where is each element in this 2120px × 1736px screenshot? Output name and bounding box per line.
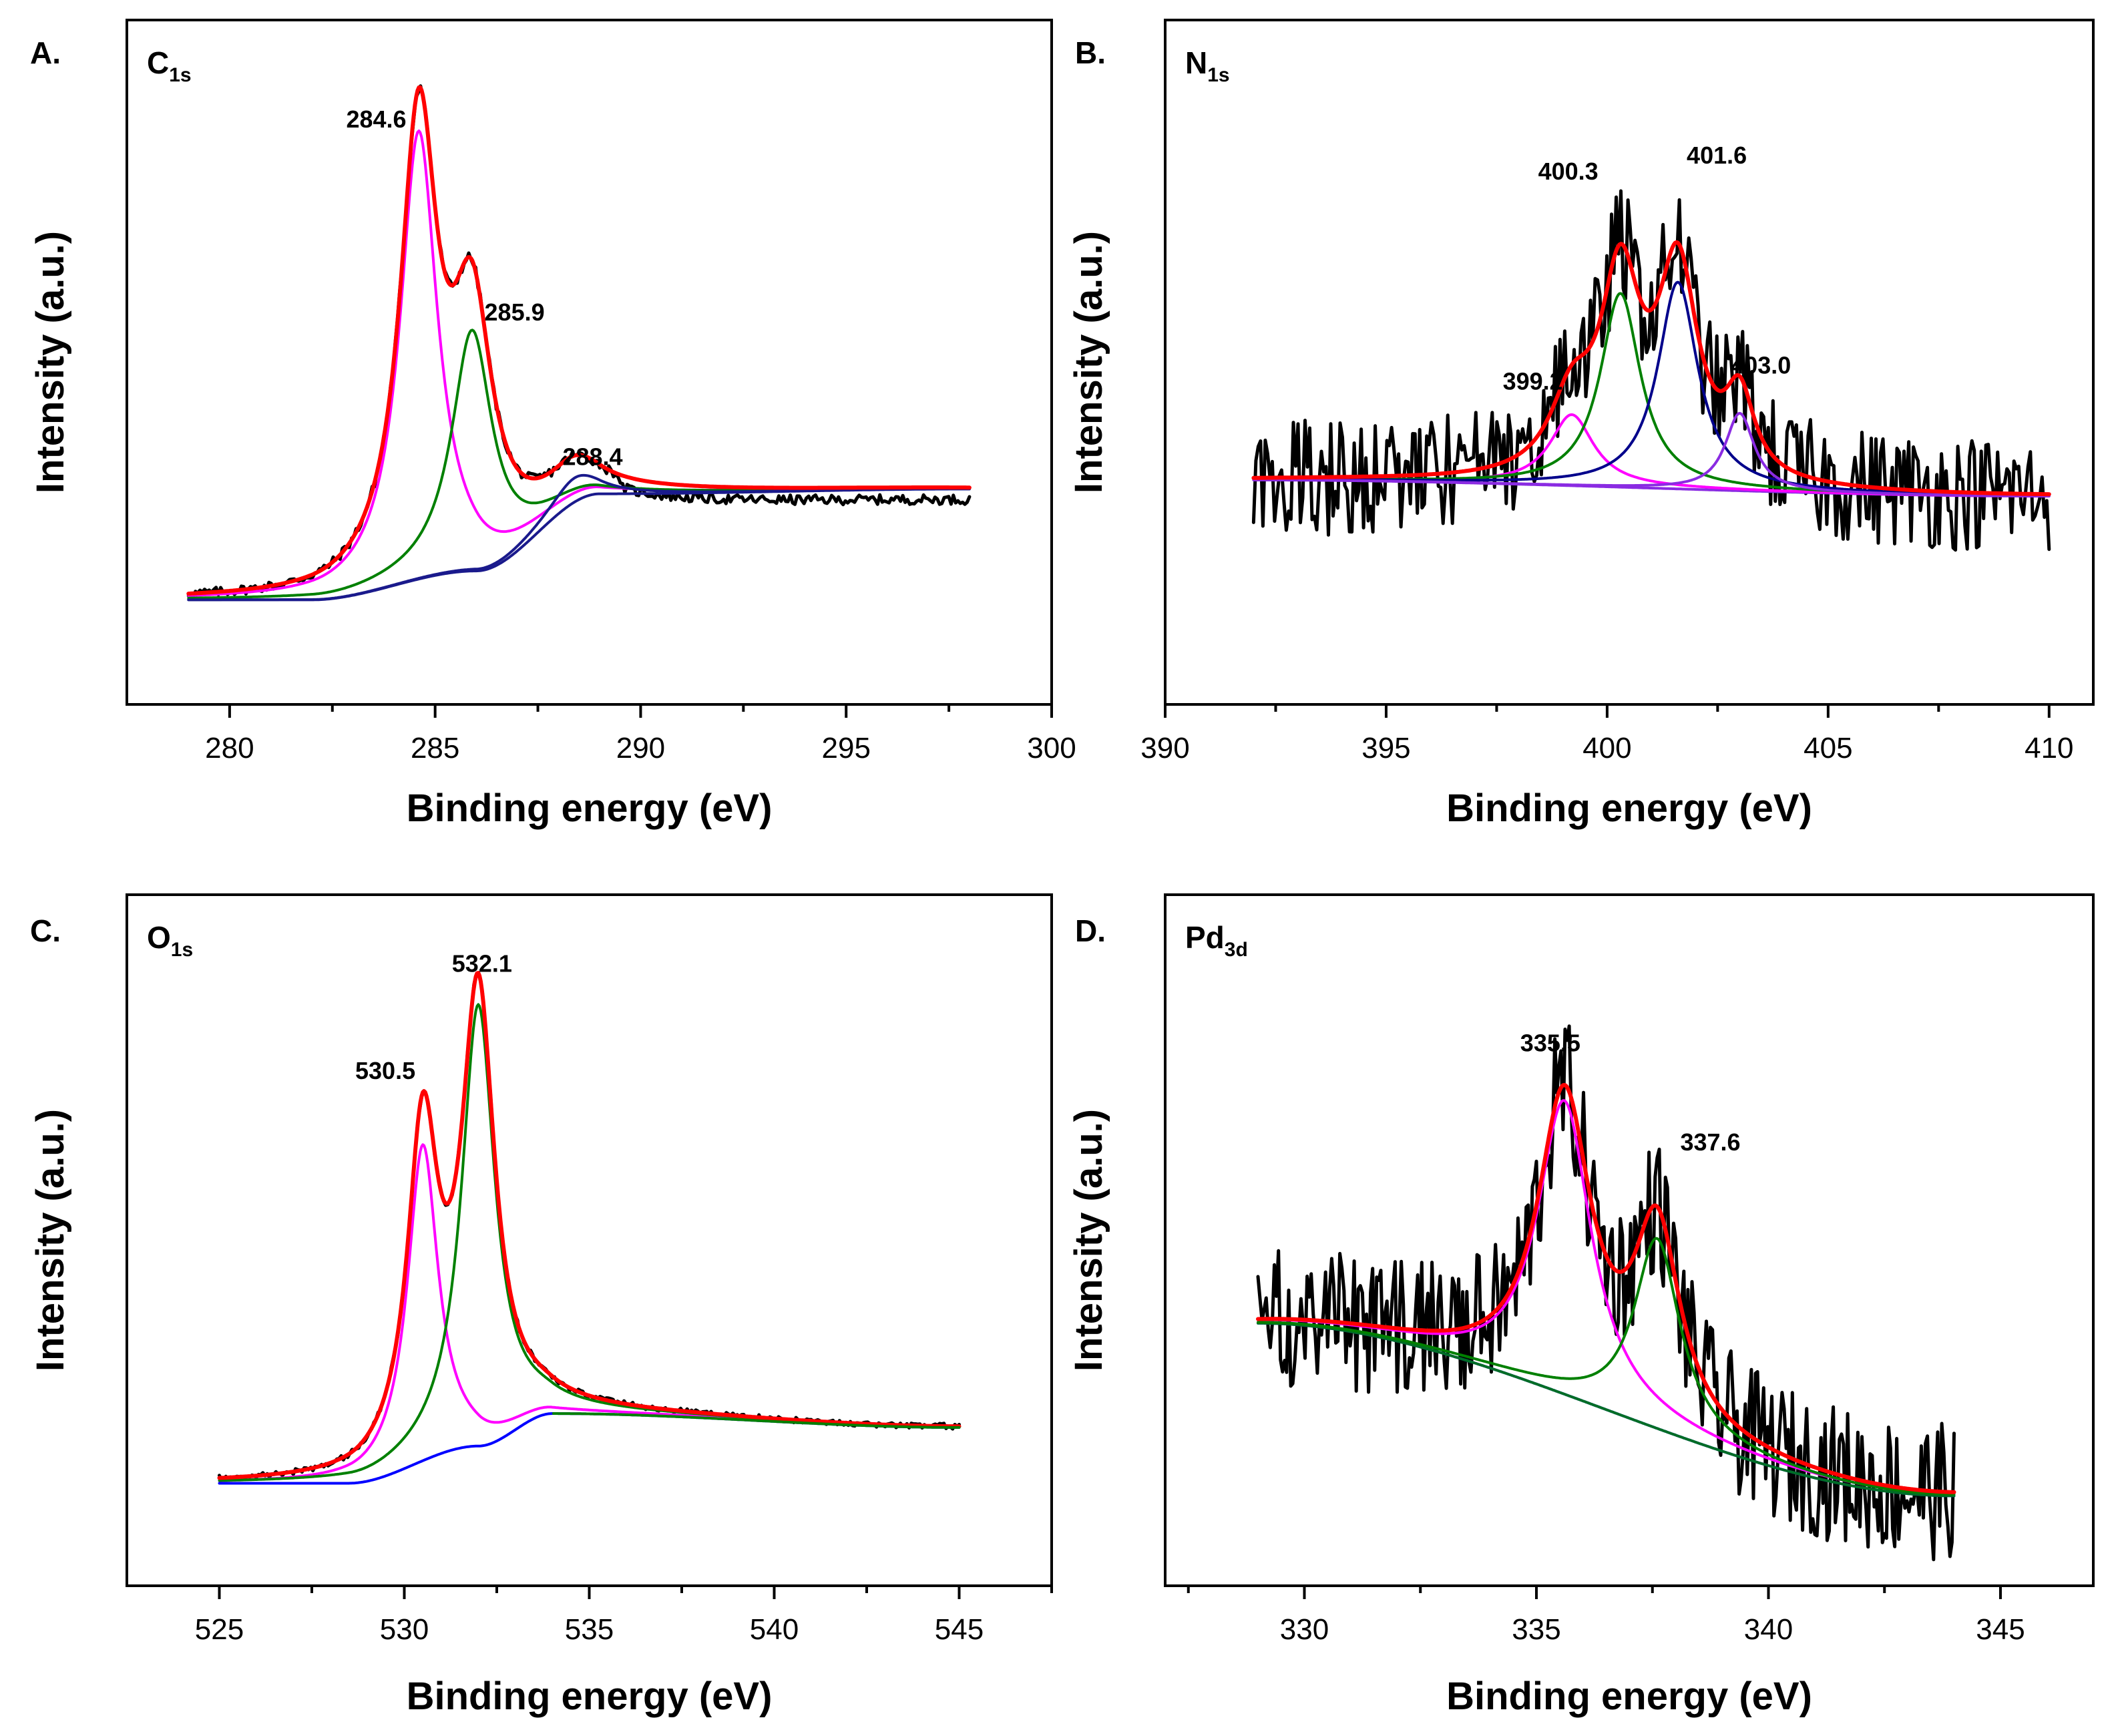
x-tick-label: 410	[2025, 732, 2073, 765]
raw-spectrum-line	[186, 84, 972, 599]
panel-letter: B.	[1075, 35, 1106, 70]
x-tick-label: 535	[565, 1613, 614, 1646]
component-peak-284.6-line	[187, 130, 971, 597]
baseline-overlay-line	[1257, 1321, 1956, 1498]
element-label: Pd3d	[1185, 920, 1248, 961]
x-axis-title: Binding energy (eV)	[1446, 1675, 1812, 1718]
x-tick-label: 335	[1512, 1613, 1560, 1646]
panel-a: 280 285 290 295 300 A. C1s Binding energy (eV) I…	[29, 19, 1076, 830]
element-label: N1s	[1185, 45, 1230, 86]
x-tick-label: 530	[380, 1613, 429, 1646]
y-axis-title: Intensity (a.u.)	[29, 1109, 72, 1371]
component-peak-530.5-line	[218, 1143, 961, 1482]
x-tick-label: 405	[1804, 732, 1852, 765]
x-tick-label: 290	[616, 732, 665, 765]
x-tick-label: 525	[195, 1613, 244, 1646]
x-tick-label: 545	[935, 1613, 984, 1646]
peak-label: 335.5	[1520, 1030, 1580, 1057]
element-subscript: 1s	[171, 939, 193, 961]
fit-envelope-line	[1251, 240, 2051, 497]
element-symbol: N	[1185, 45, 1207, 80]
component-peak-337.6-line	[1257, 1237, 1956, 1496]
element-subscript: 3d	[1225, 939, 1248, 961]
y-axis-title: Intensity (a.u.)	[1067, 1109, 1110, 1371]
x-tick-label: 280	[205, 732, 254, 765]
element-subscript: 1s	[169, 64, 191, 86]
fit-envelope-line	[1256, 1082, 1956, 1494]
element-subscript: 1s	[1207, 64, 1229, 86]
peak-label: 400.3	[1538, 158, 1599, 185]
x-axis-title: Binding energy (eV)	[407, 1675, 773, 1718]
peak-label: 284.6	[346, 105, 406, 133]
element-symbol: C	[147, 45, 169, 80]
plot-frame	[1164, 19, 2095, 706]
element-symbol: Pd	[1185, 920, 1225, 955]
x-axis-title: Binding energy (eV)	[1446, 787, 1812, 830]
peak-label: 288.4	[562, 443, 622, 470]
x-tick-label: 330	[1280, 1613, 1329, 1646]
element-label: O1s	[147, 920, 193, 961]
raw-spectrum-line	[218, 971, 961, 1482]
fit-envelope-line	[186, 85, 972, 596]
peak-label: 532.1	[452, 950, 512, 978]
panel-letter: D.	[1075, 913, 1106, 948]
y-axis-title: Intensity (a.u.)	[1067, 231, 1110, 493]
x-tick-label: 395	[1361, 732, 1410, 765]
panel-c: 525 530 535 540 545 C. O1s Binding energy (eV) I…	[29, 893, 1053, 1718]
panel-b: 390 395 400 405 410 B. N1s Binding energy (eV) I…	[1067, 19, 2095, 830]
element-label: C1s	[147, 45, 192, 86]
x-tick-label: 540	[750, 1613, 799, 1646]
component-peak-288.4-line	[187, 473, 971, 602]
element-symbol: O	[147, 920, 171, 955]
baseline-overlay-line	[552, 1412, 961, 1429]
panel-d: 330 335 340 345 D. Pd3d Binding energy (eV) Int…	[1067, 893, 2095, 1718]
peak-label: 530.5	[355, 1057, 415, 1084]
plot-frame	[1164, 893, 2095, 1587]
peak-label: 403.0	[1731, 351, 1791, 379]
x-tick-label: 400	[1582, 732, 1631, 765]
raw-spectrum-line	[1251, 189, 2051, 552]
peak-label: 285.9	[485, 298, 545, 326]
x-tick-label: 295	[822, 732, 871, 765]
peak-label: 399.2	[1503, 367, 1563, 395]
x-tick-label: 300	[1027, 732, 1076, 765]
x-axis-title: Binding energy (eV)	[407, 787, 773, 830]
x-tick-label: 340	[1744, 1613, 1793, 1646]
x-tick-label: 285	[411, 732, 459, 765]
component-peak-403.0-line	[1252, 412, 2051, 497]
peak-label: 337.6	[1680, 1128, 1740, 1156]
fit-envelope-line	[217, 971, 962, 1480]
x-tick-label: 345	[1976, 1613, 2025, 1646]
panel-letter: A.	[30, 35, 61, 70]
peak-label: 401.6	[1687, 142, 1747, 169]
panel-letter: C.	[30, 913, 61, 948]
y-axis-title: Intensity (a.u.)	[29, 231, 72, 493]
plot-frame	[126, 19, 1053, 706]
x-tick-label: 390	[1140, 732, 1189, 765]
